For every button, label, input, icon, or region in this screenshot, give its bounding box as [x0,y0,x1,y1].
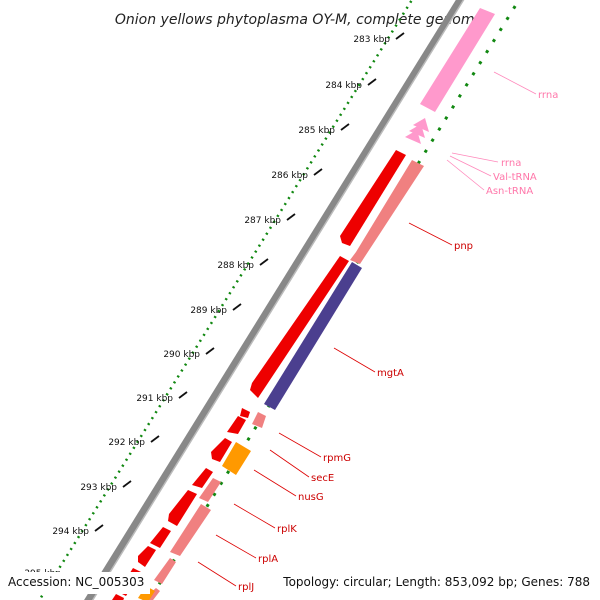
cds-reverse[interactable] [170,504,211,556]
tick-mark [395,32,405,40]
tick-label: 292 kbp [108,438,145,448]
sece-feature[interactable] [222,442,251,475]
map-title: Onion yellows phytoplasma OY-M, complete… [115,12,483,28]
topology-backdrop [280,572,596,594]
cds-reverse[interactable] [252,412,266,428]
tick-label: 293 kbp [80,483,117,493]
cds-forward[interactable] [150,527,171,548]
tick-mark [150,435,160,443]
leader-line [253,469,297,497]
cds-forward[interactable] [340,150,406,246]
tick-label: 287 kbp [244,216,281,226]
leader-line [333,347,376,373]
cds-forward[interactable] [168,490,197,526]
cds-forward[interactable] [240,408,250,418]
rpmg-label: rpmG [323,453,351,464]
tick-label: 285 kbp [298,126,335,136]
nusg-label: nusG [298,492,324,503]
leader-line [449,155,492,177]
tick-label: 290 kbp [163,350,200,360]
rplk-label: rplK [277,524,297,535]
tick-label: 284 kbp [325,81,362,91]
tick-mark [259,258,269,266]
tick-label: 294 kbp [52,527,89,537]
leader-line [451,152,499,163]
tick-mark [94,524,104,532]
cds-forward[interactable] [211,438,232,462]
rplj-label: rplJ [238,582,254,593]
sece-label: secE [311,473,334,484]
cds-forward[interactable] [138,546,156,567]
tick-label: 288 kbp [217,261,254,271]
genome-backbone [84,0,465,600]
tick-label: 291 kbp [136,394,173,404]
topology-text: Topology: circular; Length: 853,092 bp; … [282,575,590,589]
gc-outer-ring [37,0,414,600]
rrna-feature[interactable] [420,8,495,112]
rpla-label: rplA [258,554,278,565]
genome-backbone-highlight [91,0,465,600]
leader-line [233,503,276,529]
cds-reverse[interactable] [350,160,424,264]
leader-line [197,561,237,587]
cds-reverse[interactable] [199,478,221,502]
tick-mark [367,78,377,86]
leader-line [493,71,537,95]
tick-mark [286,213,296,221]
tick-mark [340,123,350,131]
pnp-label: pnp [454,241,473,252]
cds-reverse[interactable] [154,558,176,584]
tick-label: 283 kbp [353,35,390,45]
mgta-label: mgtA [377,368,404,379]
scale-ruler: 283 kbp 284 kbp 285 kbp 286 kbp 287 kbp … [24,32,405,579]
leader-line [446,159,485,191]
tick-label: 286 kbp [271,171,308,181]
tick-label: 289 kbp [190,306,227,316]
tick-mark [313,168,323,176]
feature-labels: rrna rrna Val-tRNA Asn-tRNA pnp mgtA rpm… [238,90,558,593]
asn-trna-feature[interactable] [405,130,421,144]
leader-line [215,534,257,559]
cds-forward[interactable] [112,594,124,600]
tick-mark [232,303,242,311]
cds-forward[interactable] [250,256,349,398]
leader-line [278,432,322,458]
cds-forward[interactable] [192,468,213,488]
rrna-label: rrna [501,158,521,169]
accession-backdrop [0,572,150,594]
tick-mark [122,480,132,488]
val-trna-label: Val-tRNA [493,172,537,183]
leader-line [408,222,453,246]
feature-tracks [112,8,495,600]
rrna-label: rrna [538,90,558,101]
asn-trna-label: Asn-tRNA [486,186,533,197]
cds-forward[interactable] [227,416,246,434]
tick-mark [178,391,188,399]
tick-mark [205,347,215,355]
leader-line [269,449,310,478]
accession-text: Accession: NC_005303 [8,575,144,589]
mgta-feature[interactable] [264,262,362,410]
callout-lines [197,71,537,587]
